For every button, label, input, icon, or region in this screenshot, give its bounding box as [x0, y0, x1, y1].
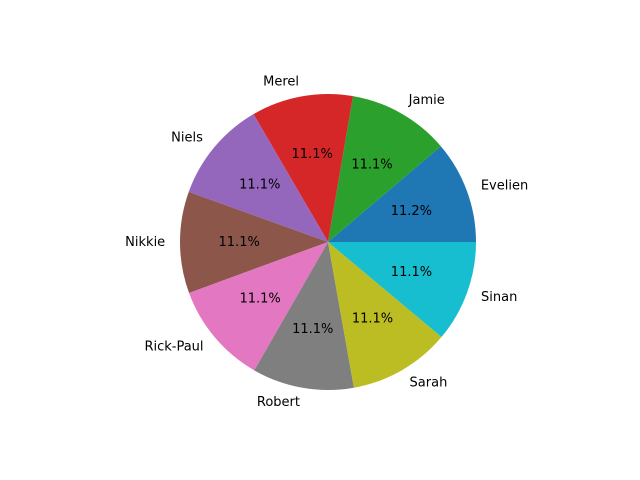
pie-slice-sarah — [328, 242, 442, 388]
slice-label-nikkie: Nikkie — [125, 235, 165, 250]
slice-percent-sinan: 11.1% — [391, 265, 432, 280]
slice-percent-nikkie: 11.1% — [219, 235, 260, 250]
slice-label-sinan: Sinan — [481, 290, 517, 305]
slice-label-sarah: Sarah — [410, 375, 448, 390]
slice-percent-niels: 11.1% — [239, 178, 280, 193]
pie-slice-niels — [188, 114, 328, 242]
slice-percent-rick-paul: 11.1% — [239, 292, 280, 307]
pie-wedges — [179, 94, 476, 390]
pie-slice-merel — [253, 94, 353, 242]
pie-slice-rick-paul — [189, 242, 328, 371]
slice-percent-evelien: 11.2% — [391, 204, 432, 219]
slice-percent-jamie: 11.1% — [351, 157, 392, 172]
pie-slice-nikkie — [179, 191, 328, 294]
pie-labels: Evelien 11.2% Jamie 11.1% Merel 11.1% Niels 11.… — [125, 74, 528, 410]
slice-percent-robert: 11.1% — [292, 322, 333, 337]
pie-slice-jamie — [328, 96, 441, 242]
pie-slice-evelien — [328, 146, 476, 242]
slice-label-jamie: Jamie — [408, 93, 445, 108]
slice-percent-sarah: 11.1% — [352, 311, 393, 326]
slice-label-robert: Robert — [257, 395, 300, 410]
pie-slice-sinan — [328, 242, 476, 338]
slice-label-rick-paul: Rick-Paul — [144, 339, 203, 354]
slice-label-niels: Niels — [171, 130, 203, 145]
slice-percent-merel: 11.1% — [292, 147, 333, 162]
slice-label-evelien: Evelien — [481, 178, 528, 193]
pie-slice-robert — [254, 242, 354, 390]
slice-label-merel: Merel — [263, 74, 299, 89]
